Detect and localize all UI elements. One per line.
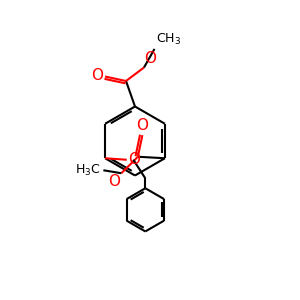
Text: O: O [145,51,157,66]
Text: O: O [91,68,103,83]
Text: O: O [136,118,148,133]
Text: O: O [128,152,140,167]
Text: CH$_3$: CH$_3$ [156,32,181,46]
Text: H$_3$C: H$_3$C [75,163,101,178]
Text: O: O [108,174,120,189]
